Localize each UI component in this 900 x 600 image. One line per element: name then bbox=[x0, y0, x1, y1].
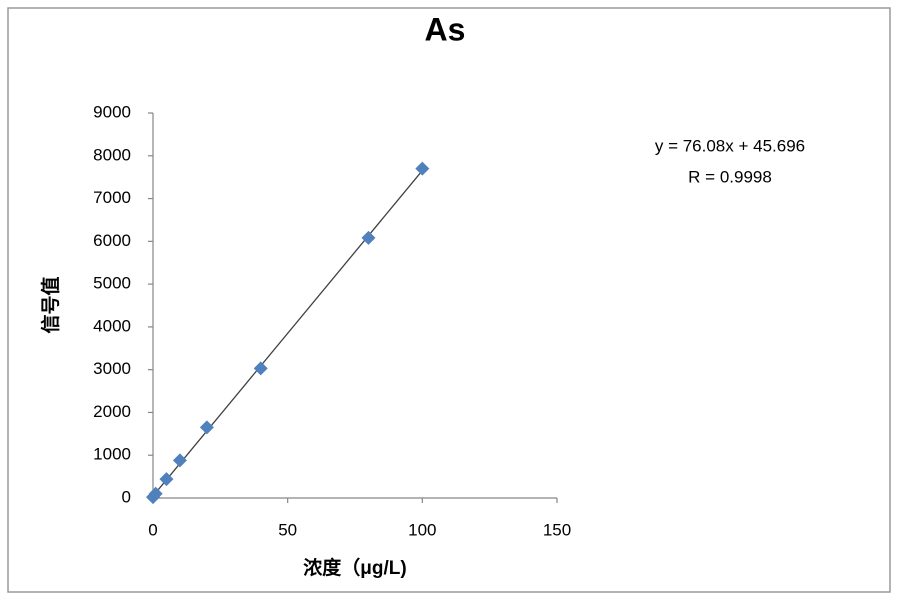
chart-title: As bbox=[425, 11, 466, 47]
x-tick-label: 100 bbox=[408, 520, 436, 539]
chart-border bbox=[7, 7, 891, 593]
y-axis-label: 信号值 bbox=[39, 276, 62, 333]
x-tick-label: 50 bbox=[278, 520, 297, 539]
trendline-equation: y = 76.08x + 45.696 bbox=[655, 136, 805, 155]
point bbox=[199, 420, 214, 435]
point bbox=[159, 472, 174, 487]
trendline-r: R = 0.9998 bbox=[688, 167, 772, 186]
x-tick-label: 0 bbox=[148, 520, 157, 539]
y-tick-label: 0 bbox=[122, 487, 131, 506]
point bbox=[172, 453, 187, 468]
x-axis-label: 浓度（μg/L) bbox=[303, 556, 406, 579]
y-tick-label: 5000 bbox=[93, 274, 131, 293]
y-tick-label: 4000 bbox=[93, 316, 131, 335]
y-tick-label: 6000 bbox=[93, 231, 131, 250]
trendline bbox=[152, 170, 423, 497]
y-tick-label: 8000 bbox=[93, 145, 131, 164]
point bbox=[253, 361, 268, 376]
y-tick-label: 3000 bbox=[93, 359, 131, 378]
point bbox=[148, 486, 163, 501]
y-tick-label: 7000 bbox=[93, 188, 131, 207]
y-tick-label: 1000 bbox=[93, 445, 131, 464]
point bbox=[415, 161, 430, 176]
y-tick-label: 9000 bbox=[93, 102, 131, 121]
point bbox=[361, 230, 376, 245]
x-tick-label: 150 bbox=[543, 520, 571, 539]
y-tick-label: 2000 bbox=[93, 402, 131, 421]
